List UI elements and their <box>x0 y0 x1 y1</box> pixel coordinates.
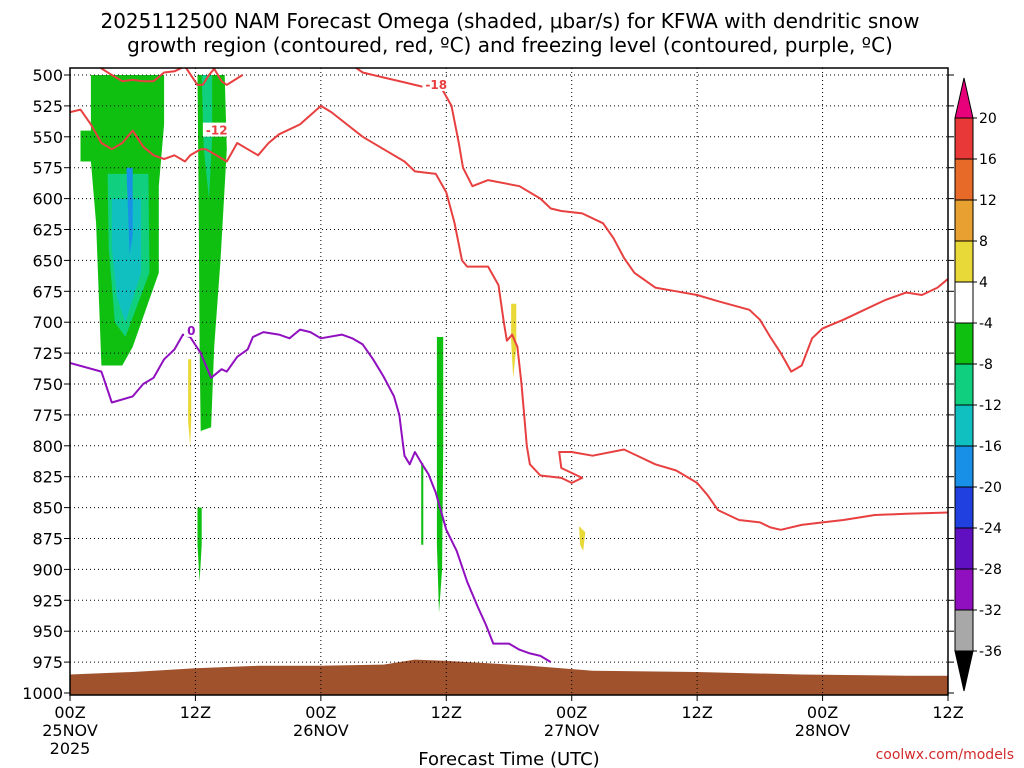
y-tick-label-675: 675 <box>32 282 63 301</box>
x-tick-label-24-1: 00Z <box>305 703 336 722</box>
colorbar-label-4: 4 <box>979 275 988 291</box>
colorbar-cell-1 <box>954 158 974 201</box>
y-tick-label-750: 750 <box>32 375 63 394</box>
contour-label-bg-1 <box>422 76 451 91</box>
colorbar-cell-7 <box>954 404 974 447</box>
y-tick-label-850: 850 <box>32 499 63 518</box>
x-tick-label-0-3: 2025 <box>50 739 91 758</box>
omega-shade-3 <box>126 167 133 255</box>
y-tick-label-775: 775 <box>32 406 63 425</box>
x-tick-label-12-1: 12Z <box>180 703 211 722</box>
colorbar-cell-10 <box>954 527 974 570</box>
colorbar-cell-9 <box>954 486 974 529</box>
contour-label-4: 0 <box>187 324 195 338</box>
omega-shade-7 <box>421 463 424 545</box>
colorbar-cell-4 <box>954 281 974 324</box>
chart-title-line-1: 2025112500 NAM Forecast Omega (shaded, μ… <box>100 9 919 33</box>
x-tick-label-24-2: 26NOV <box>293 721 349 740</box>
colorbar-cell-11 <box>954 568 974 611</box>
y-tick-label-650: 650 <box>32 251 63 270</box>
colorbar-cell-12 <box>954 609 974 652</box>
colorbar-label-2: 12 <box>979 193 997 209</box>
contour-label-0: -12 <box>206 124 228 138</box>
contour-layer: -12 -18 0 <box>70 68 948 663</box>
y-tick-label-875: 875 <box>32 530 63 549</box>
colorbar-cell-3 <box>954 240 974 283</box>
contour-label-1: -18 <box>425 78 447 92</box>
y-axis: 500 525 550 575 600 625 650 675 700 725 750 775 800 8… <box>22 66 954 703</box>
chart-title-line-2: growth region (contoured, red, ºC) and f… <box>127 33 893 57</box>
x-axis-title: Forecast Time (UTC) <box>418 749 599 768</box>
x-tick-label-48-2: 27NOV <box>544 721 600 740</box>
y-tick-label-1000: 1000 <box>22 684 63 703</box>
x-tick-label-36-1: 12Z <box>431 703 462 722</box>
colorbar-label-13: -36 <box>979 644 1002 660</box>
y-tick-label-900: 900 <box>32 560 63 579</box>
x-tick-label-0-2: 25NOV <box>42 721 98 740</box>
colorbar-label-1: 16 <box>979 152 997 168</box>
contour-line-3 <box>98 68 144 83</box>
y-tick-label-725: 725 <box>32 344 63 363</box>
y-tick-label-575: 575 <box>32 159 63 178</box>
y-tick-label-625: 625 <box>32 221 63 240</box>
omega-shade-8 <box>436 337 444 613</box>
colorbar-cell-0 <box>954 117 974 160</box>
colorbar-label-11: -28 <box>979 562 1002 578</box>
y-tick-label-925: 925 <box>32 591 63 610</box>
x-tick-label-0-1: 00Z <box>54 703 85 722</box>
y-tick-label-825: 825 <box>32 468 63 487</box>
colorbar-label-7: -12 <box>979 398 1002 414</box>
colorbar-top-arrow <box>954 77 974 119</box>
contour-label-bg-0 <box>202 122 231 137</box>
contour-line-4 <box>70 328 552 663</box>
colorbar: 20 16 12 8 4 -4 -8 -12 -16 -20 -24 -28 -32 -36 <box>954 77 1002 692</box>
colorbar-cell-6 <box>954 363 974 406</box>
colorbar-label-9: -20 <box>979 480 1002 496</box>
colorbar-label-12: -32 <box>979 603 1002 619</box>
colorbar-cell-5 <box>954 322 974 365</box>
contour-line-0 <box>70 104 948 531</box>
terrain-layer <box>70 659 948 695</box>
colorbar-label-8: -16 <box>979 439 1002 455</box>
plot-frame <box>69 67 949 696</box>
x-tick-label-84-1: 12Z <box>932 703 963 722</box>
x-tick-label-48-1: 00Z <box>556 703 587 722</box>
colorbar-label-10: -24 <box>979 521 1002 537</box>
chart-title: 2025112500 NAM Forecast Omega (shaded, μ… <box>100 9 919 57</box>
gridlines <box>70 68 948 695</box>
y-tick-label-800: 800 <box>32 437 63 456</box>
credit-text: coolwx.com/models <box>876 747 1014 763</box>
y-tick-label-700: 700 <box>32 313 63 332</box>
terrain-fill <box>70 659 948 695</box>
y-tick-label-500: 500 <box>32 66 63 85</box>
x-tick-label-72-2: 28NOV <box>795 721 851 740</box>
omega-shade-6 <box>197 507 202 582</box>
omega-shade-4 <box>197 75 227 431</box>
colorbar-cell-8 <box>954 445 974 488</box>
colorbar-label-0: 20 <box>979 111 997 127</box>
colorbar-cell-2 <box>954 199 974 242</box>
y-tick-label-600: 600 <box>32 190 63 209</box>
colorbar-label-3: 8 <box>979 234 988 250</box>
y-tick-label-975: 975 <box>32 653 63 672</box>
x-tick-label-72-1: 00Z <box>807 703 838 722</box>
y-tick-label-525: 525 <box>32 97 63 116</box>
contour-label-bg-4 <box>184 322 197 337</box>
omega-shade-9 <box>188 359 192 446</box>
contour-line-2 <box>143 68 244 86</box>
colorbar-label-6: -8 <box>979 357 993 373</box>
colorbar-bottom-arrow <box>954 650 974 692</box>
y-tick-label-550: 550 <box>32 128 63 147</box>
contour-line-1 <box>354 68 948 373</box>
x-tick-label-60-1: 12Z <box>681 703 712 722</box>
y-tick-label-950: 950 <box>32 622 63 641</box>
colorbar-label-5: -4 <box>979 316 993 332</box>
